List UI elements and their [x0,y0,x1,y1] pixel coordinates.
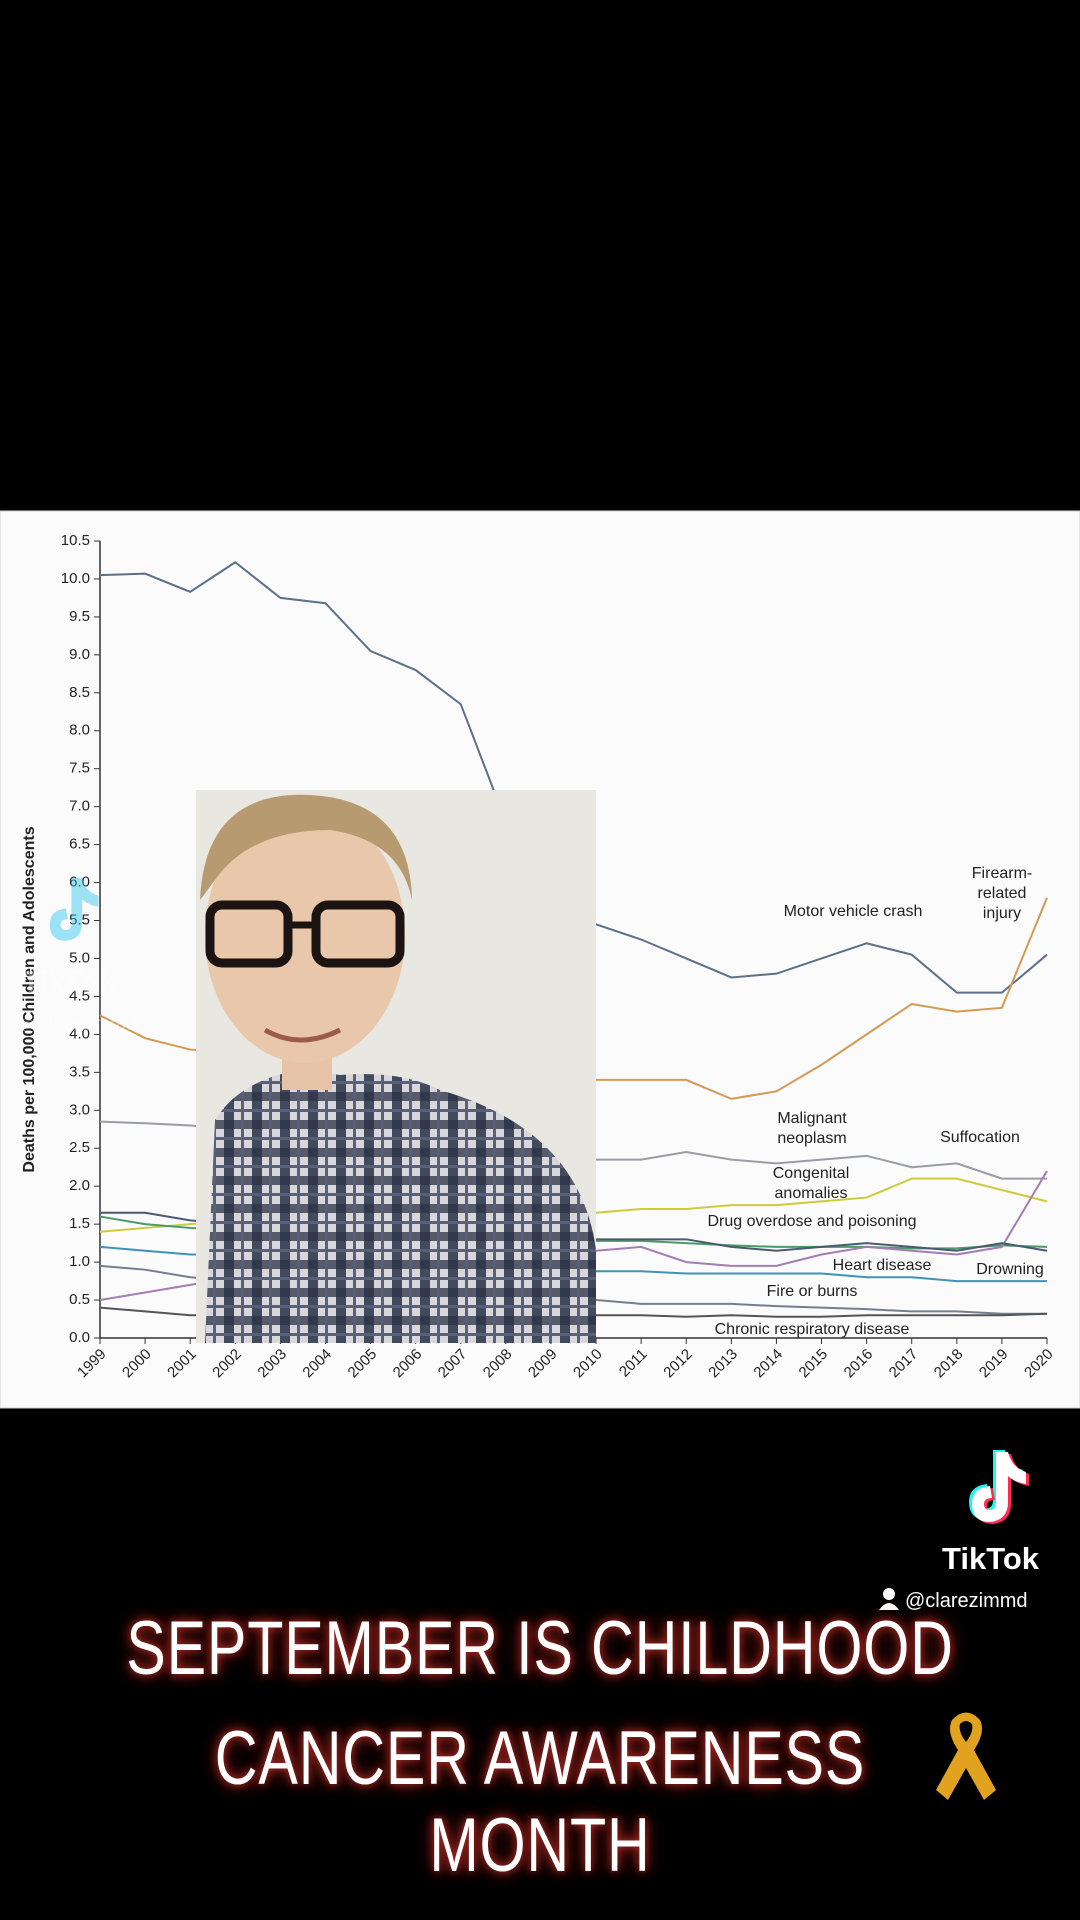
y-axis-label: Deaths per 100,000 Children and Adolesce… [21,826,38,1172]
series-label: Drowning [976,1261,1044,1278]
y-tick-label: 9.0 [69,646,90,663]
series-label: Fire or burns [766,1283,858,1300]
caption-line: CANCER AWARENESS MONTH [214,1716,866,1888]
y-tick-label: 2.5 [69,1139,90,1156]
y-tick-label: 8.5 [69,684,90,701]
watermark-handle: @clarezimmd [905,1590,1028,1612]
series-label: Motor vehicle crash [783,903,923,920]
y-tick-label: 4.5 [69,987,90,1004]
series-label: Drug overdose and poisoning [707,1213,917,1230]
y-tick-label: 3.0 [69,1101,90,1118]
y-tick-label: 4.0 [69,1025,90,1042]
y-tick-label: 5.5 [69,911,90,928]
y-tick-label: 7.5 [69,760,90,777]
y-tick-label: 7.0 [69,798,90,815]
series-label: Congenital anomalies [772,1165,850,1202]
user-icon [879,1588,899,1610]
tiktok-logo [969,1450,1029,1524]
y-tick-label: 8.0 [69,722,90,739]
y-tick-label: 6.5 [69,836,90,853]
y-tick-label: 5.0 [69,949,90,966]
series-label: Heart disease [832,1257,932,1274]
tiktok-logo-faint [49,877,99,941]
y-tick-label: 2.0 [69,1177,90,1194]
y-tick-label: 1.0 [69,1253,90,1270]
y-tick-label: 9.5 [69,608,90,625]
y-tick-label: 3.5 [69,1063,90,1080]
watermark-handle-faint: @clarezimmd [20,1014,137,1035]
watermark-brand: TikTok [942,1541,1040,1576]
y-tick-label: 1.5 [69,1215,90,1232]
caption-line: SEPTEMBER IS CHILDHOOD [126,1606,954,1691]
presenter-overlay [196,790,596,1343]
y-tick-label: 0.5 [69,1291,90,1308]
series-label: Suffocation [940,1129,1020,1146]
y-tick-label: 6.0 [69,874,90,891]
series-label: Chronic respiratory disease [714,1321,910,1338]
y-tick-label: 0.0 [69,1329,90,1346]
series-label: Firearm-related injury [971,865,1033,922]
watermark-brand-faint: TikTok [22,966,116,999]
y-tick-label: 10.5 [61,532,90,549]
ribbon-icon [936,1712,996,1800]
series-label: Malignant neoplasm [777,1110,847,1147]
y-tick-label: 10.0 [61,570,90,587]
